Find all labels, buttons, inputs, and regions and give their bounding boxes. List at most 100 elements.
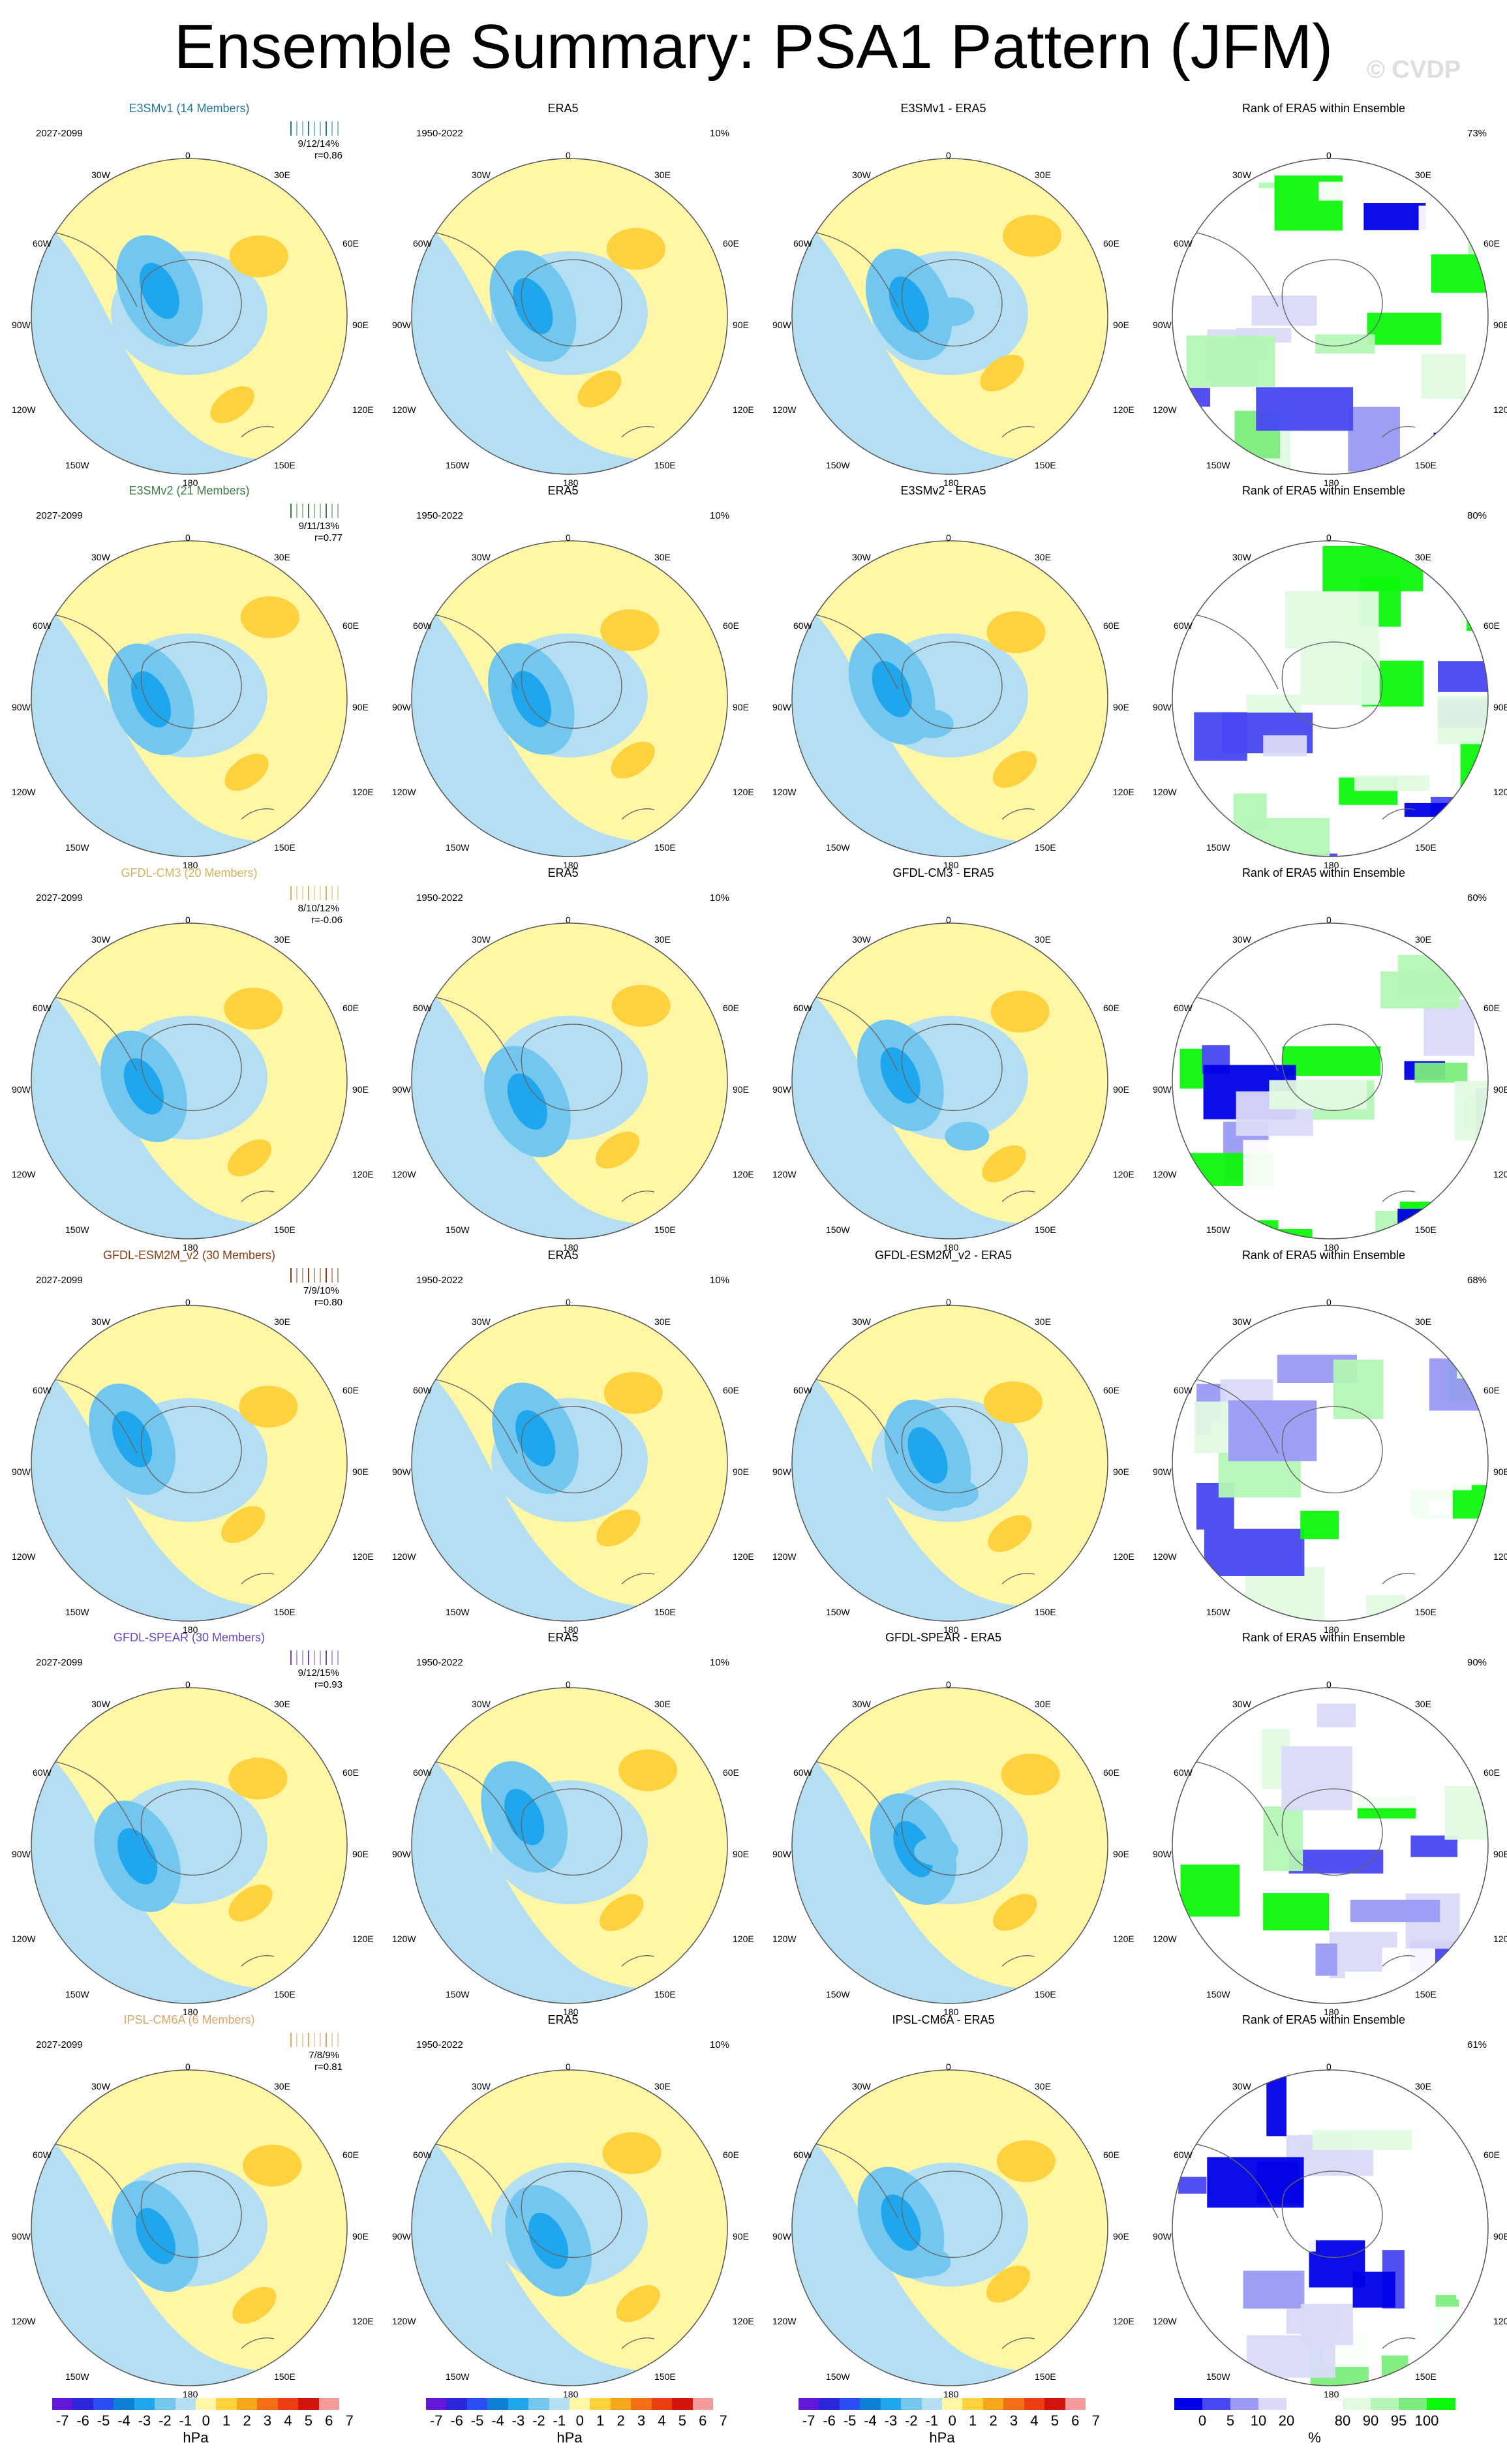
member-tick: [314, 121, 315, 136]
member-tick: [320, 1268, 321, 1283]
map-label-mid_lower_left: 120W: [12, 1169, 36, 1179]
map-label-right: 90E: [1113, 320, 1129, 330]
map-label-left: 90W: [1153, 1084, 1172, 1095]
obs-panel-title: ERA5: [547, 102, 579, 115]
map-label-mid_lower_right: 120E: [352, 1934, 374, 1944]
colorbar-unit: hPa: [556, 2429, 583, 2446]
map-label-mid_upper_right: 60E: [1103, 620, 1119, 631]
period-label: 1950-2022: [416, 1657, 463, 1668]
member-tick: [296, 1268, 297, 1283]
period-label: 2027-2099: [36, 892, 83, 904]
colorbar-swatch: [298, 2398, 320, 2410]
map-label-bottom: 180: [563, 1624, 579, 1635]
hpa-colorbar-3: -7 -6 -5 -4 -3 -2 -1 0 1 2 3 4 5 6 7 hPa: [799, 2398, 1100, 2457]
map-label-mid_lower_left: 120W: [12, 404, 36, 415]
map-label-left: 90W: [772, 702, 791, 712]
period-label: 1950-2022: [416, 128, 463, 139]
diff-panel-title: E3SMv1 - ERA5: [900, 102, 986, 115]
map-label-lower_right: 150E: [1415, 842, 1437, 853]
colorbar-swatch: [1427, 2398, 1455, 2410]
member-tick-marks: [290, 2033, 342, 2048]
colorbar-swatch: [819, 2398, 840, 2410]
member-tick: [337, 1268, 339, 1283]
colorbar-swatch: [982, 2398, 1004, 2410]
ensemble-row-5: GFDL-SPEAR (30 Members) 2027-2099 9/12/15%…: [0, 1627, 1507, 2017]
colorbar-swatch: [1024, 2398, 1045, 2410]
member-tick: [331, 1268, 333, 1283]
map-label-bottom: 180: [563, 2007, 579, 2017]
map-label-right: 90E: [733, 2231, 749, 2242]
map-label-upper_left: 30W: [472, 170, 491, 180]
rank-percent-label: 61%: [1467, 2039, 1487, 2050]
ensemble-row-6: IPSL-CM6A (6 Members) 2027-2099 7/8/9% r=0.…: [0, 2009, 1507, 2399]
map-label-right: 90E: [352, 2231, 369, 2242]
colorbar-swatch: [1044, 2398, 1066, 2410]
map-label-mid_lower_left: 120W: [12, 2316, 36, 2326]
map-label-mid_upper_left: 60W: [1174, 1003, 1193, 1013]
obs-panel-title: ERA5: [547, 2013, 579, 2026]
colorbar-swatch: [426, 2398, 447, 2410]
colorbar-tick-label: 7: [1091, 2412, 1100, 2429]
rank-map: [1172, 922, 1489, 1240]
map-label-upper_left: 30W: [91, 1699, 110, 1709]
map-label-left: 90W: [772, 1084, 791, 1095]
diff-map: [791, 922, 1108, 1240]
obs-panel-title: ERA5: [547, 866, 579, 879]
colorbar-swatch: [236, 2398, 258, 2410]
map-label-mid_lower_right: 120E: [733, 2316, 754, 2326]
map-label-mid_upper_right: 60E: [723, 2150, 739, 2160]
map-label-mid_upper_right: 60E: [723, 1385, 739, 1395]
model-panel: GFDL-ESM2M_v2 (30 Members) 2027-2099 7/9/1…: [0, 1245, 374, 1635]
member-tick: [314, 504, 315, 518]
map-label-top: 0: [566, 1297, 571, 1307]
colorbar-swatch: [134, 2398, 155, 2410]
map-label-upper_left: 30W: [1232, 1316, 1251, 1327]
map-label-right: 90E: [352, 702, 369, 712]
member-tick: [308, 121, 309, 136]
colorbar-tick-label: 0: [575, 2412, 584, 2429]
member-tick-marks: [290, 886, 342, 902]
member-tick: [296, 121, 297, 136]
colorbar-unit: %: [1308, 2429, 1321, 2446]
map-label-top: 0: [185, 1679, 190, 1690]
map-label-right: 90E: [1493, 1467, 1507, 1477]
map-label-upper_right: 30E: [1035, 170, 1051, 180]
map-label-mid_lower_left: 120W: [772, 1169, 797, 1179]
map-label-lower_left: 150W: [826, 1224, 850, 1235]
period-label: 1950-2022: [416, 2039, 463, 2050]
model-map: [31, 1305, 348, 1622]
model-panel: IPSL-CM6A (6 Members) 2027-2099 7/8/9% r=0.…: [0, 2009, 374, 2399]
map-label-lower_left: 150W: [65, 1989, 89, 2000]
colorbar-swatch: [216, 2398, 237, 2410]
colorbar-swatch: [52, 2398, 73, 2410]
map-label-mid_upper_right: 60E: [1484, 1385, 1500, 1395]
map-label-top: 0: [946, 150, 951, 160]
model-map: [31, 158, 348, 475]
map-label-bottom: 180: [1324, 478, 1339, 488]
diff-panel: E3SMv2 - ERA5 0 180 30W 30E 60W 60E 90W 90E 120W 1…: [761, 480, 1134, 870]
map-label-top: 0: [946, 1679, 951, 1690]
diff-panel-title: GFDL-SPEAR - ERA5: [885, 1631, 1002, 1644]
obs-panel: ERA5 1950-2022 10% 0 180 30W 30E 60W 60E 90W 90E 12…: [380, 480, 754, 870]
map-label-mid_lower_left: 120W: [392, 787, 416, 797]
map-label-mid_lower_right: 120E: [733, 1169, 754, 1179]
map-label-top: 0: [185, 2061, 190, 2072]
rank-panel-title: Rank of ERA5 within Ensemble: [1241, 866, 1406, 879]
map-label-mid_upper_left: 60W: [793, 2150, 812, 2160]
map-label-lower_right: 150E: [1415, 460, 1437, 470]
map-label-upper_left: 30W: [852, 1699, 871, 1709]
colorbar-tick-label: -6: [450, 2412, 463, 2429]
colorbar-swatch: [1202, 2398, 1231, 2410]
colorbar-tick-label: 5: [1050, 2412, 1059, 2429]
map-label-upper_right: 30E: [1415, 2081, 1431, 2091]
colorbar-swatch: [196, 2398, 217, 2410]
rank-panel: Rank of ERA5 within Ensemble 73% 0 180 30W 30…: [1141, 98, 1507, 488]
colorbar-swatch: [1003, 2398, 1025, 2410]
map-label-lower_right: 150E: [1415, 2371, 1437, 2382]
ensemble-row-2: E3SMv2 (21 Members) 2027-2099 9/11/13% r=0.…: [0, 480, 1507, 870]
map-label-mid_upper_right: 60E: [1484, 238, 1500, 249]
colorbar-swatch: [692, 2398, 714, 2410]
map-label-left: 90W: [12, 1084, 31, 1095]
map-label-bottom: 180: [183, 2389, 198, 2399]
map-label-mid_upper_left: 60W: [33, 1767, 52, 1778]
